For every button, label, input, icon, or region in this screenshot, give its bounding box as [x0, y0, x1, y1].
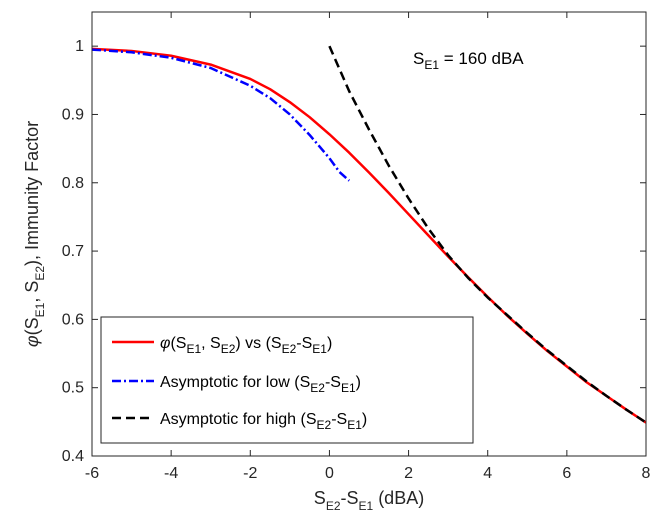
x-axis-ticks: -6 -4 -2 0 2 4 6 8 [85, 12, 651, 482]
x-tick-label: 2 [404, 465, 413, 482]
series-line-exact [91, 47, 647, 424]
y-tick-label: 0.6 [62, 311, 84, 328]
x-tick-label: -6 [85, 465, 99, 482]
legend-box [100, 316, 474, 444]
x-tick-label: 8 [642, 465, 651, 482]
y-axis-ticks: 0.4 0.5 0.6 0.7 0.8 0.9 1 [62, 38, 646, 465]
legend-label-exact: φ(SE1, SE2) vs (SE2-SE1) [160, 335, 332, 356]
series-layer [91, 45, 647, 424]
series-line-high [328, 45, 647, 424]
y-axis-label: φ(SE1, SE2), Immunity Factor [22, 121, 47, 347]
legend-label-high: Asymptotic for high (SE2-SE1) [160, 411, 367, 432]
legend-label-low: Asymptotic for low (SE2-SE1) [160, 374, 361, 395]
x-tick-label: -4 [164, 465, 178, 482]
y-tick-label: 0.8 [62, 175, 84, 192]
y-tick-label: 0.9 [62, 106, 84, 123]
y-tick-label: 0.5 [62, 380, 84, 397]
y-tick-label: 0.7 [62, 243, 84, 260]
x-tick-label: 4 [483, 465, 492, 482]
x-tick-label: -2 [243, 465, 257, 482]
annotation-label: SE1 = 160 dBA [413, 49, 524, 72]
x-axis-label: SE2-SE1 (dBA) [314, 488, 424, 513]
x-tick-label: 6 [562, 465, 571, 482]
plot-frame [91, 11, 647, 457]
y-tick-label: 0.4 [62, 448, 84, 465]
series-line-low [91, 48, 351, 182]
y-tick-label: 1 [75, 38, 84, 55]
legend: φ(SE1, SE2) vs (SE2-SE1) Asymptotic for … [100, 316, 474, 444]
x-tick-label: 0 [325, 465, 334, 482]
